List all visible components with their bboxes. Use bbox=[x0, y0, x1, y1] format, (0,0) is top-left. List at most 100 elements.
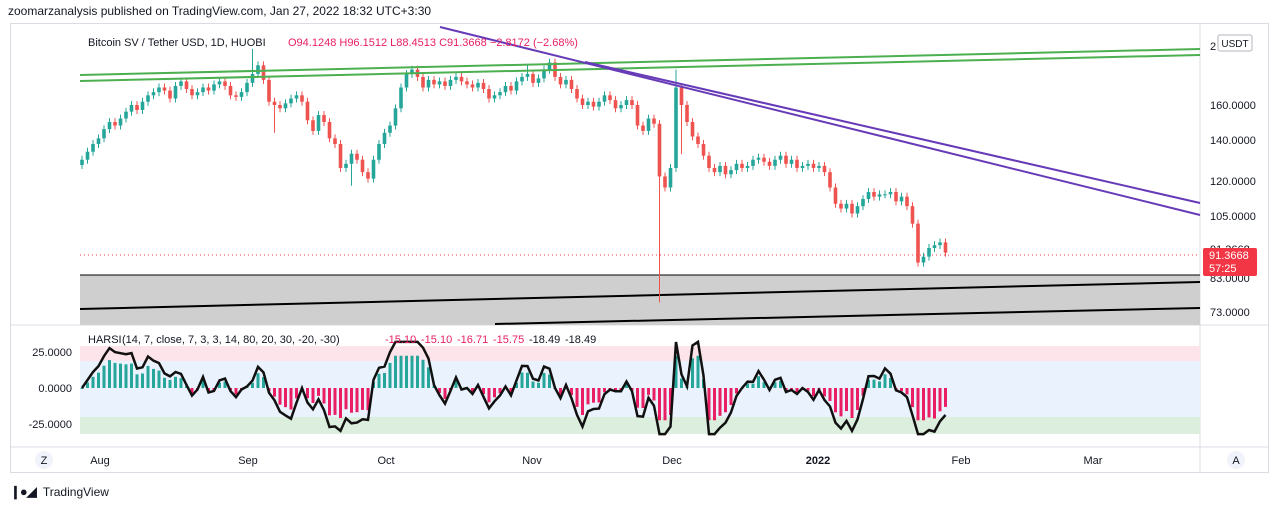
candle-body bbox=[437, 81, 442, 85]
harsi-bar bbox=[581, 388, 584, 416]
candle-body bbox=[327, 122, 332, 139]
candle-body bbox=[173, 85, 178, 99]
purple-trendline-lower bbox=[439, 26, 1201, 216]
harsi-bar bbox=[262, 377, 265, 388]
price-tick-label: 73.0000 bbox=[1210, 307, 1250, 319]
currency-badge[interactable] bbox=[1217, 34, 1253, 52]
candle-body bbox=[844, 203, 849, 209]
harsi-bar bbox=[625, 383, 628, 388]
harsi-neutral-band bbox=[80, 361, 1200, 417]
harsi-bar bbox=[922, 388, 925, 421]
harsi-bar bbox=[597, 388, 601, 403]
purple-trendline-upper bbox=[584, 61, 1201, 204]
publish-header: zoomarzanalysis published on TradingView… bbox=[8, 4, 432, 18]
candle-body bbox=[927, 247, 931, 257]
candle-body bbox=[443, 81, 447, 86]
harsi-bar bbox=[724, 388, 727, 413]
candle-body bbox=[740, 163, 744, 168]
candle-body bbox=[564, 79, 568, 85]
harsi-bar bbox=[526, 372, 529, 388]
candle-body bbox=[140, 101, 145, 110]
harsi-bar bbox=[383, 372, 386, 388]
harsi-bar bbox=[927, 388, 931, 418]
harsi-bar bbox=[548, 374, 551, 388]
candle-body bbox=[861, 198, 865, 207]
auto-scale-a-button[interactable] bbox=[1227, 451, 1245, 469]
time-axis-label: 2022 bbox=[806, 455, 830, 467]
support-trendline bbox=[79, 281, 1201, 310]
harsi-bar bbox=[163, 377, 166, 388]
harsi-bar bbox=[427, 367, 430, 388]
harsi-bar bbox=[135, 374, 139, 388]
candle-body bbox=[245, 82, 249, 93]
time-axis-label: Aug bbox=[90, 455, 110, 467]
candle-body bbox=[591, 101, 596, 107]
harsi-bar bbox=[542, 372, 546, 388]
time-axis-label: Oct bbox=[377, 455, 394, 467]
candle-body bbox=[921, 256, 926, 263]
harsi-values: -15.10 -15.10 -16.71 -15.75 -18.49 -18.49 bbox=[385, 334, 596, 346]
harsi-bar bbox=[174, 376, 177, 388]
price-axis: 160.0000140.0000120.0000105.000083.00007… bbox=[1210, 100, 1256, 319]
harsi-bar bbox=[97, 372, 100, 388]
candle-body bbox=[905, 196, 909, 207]
chart-frame bbox=[10, 23, 1269, 473]
harsi-value: -15.10 bbox=[385, 334, 416, 346]
candle-body bbox=[663, 176, 667, 188]
harsi-bar bbox=[823, 388, 826, 397]
harsi-bar bbox=[256, 373, 260, 388]
harsi-bar bbox=[889, 378, 892, 388]
candle-body bbox=[635, 105, 640, 126]
candle-body bbox=[751, 159, 755, 166]
harsi-bar bbox=[410, 355, 414, 388]
tradingview-logo[interactable]: ❙●◢ TradingView bbox=[10, 484, 109, 500]
candle-body bbox=[267, 79, 271, 102]
candle-body bbox=[102, 129, 106, 139]
harsi-value: -18.49 bbox=[529, 334, 560, 346]
candle-body bbox=[338, 143, 343, 168]
time-axis: Aug Sep Oct Nov Dec 2022 Feb Mar bbox=[90, 455, 1103, 467]
candle-body bbox=[756, 157, 761, 160]
candle-body bbox=[448, 79, 453, 86]
candle-body bbox=[371, 159, 376, 179]
candle-body bbox=[333, 138, 337, 144]
candle-body bbox=[910, 206, 915, 224]
candle-body bbox=[789, 159, 794, 164]
candle-body bbox=[624, 100, 629, 105]
auto-scale-z-button[interactable] bbox=[35, 451, 53, 469]
harsi-value: -15.75 bbox=[493, 334, 524, 346]
harsi-bar bbox=[641, 388, 645, 409]
harsi-bar bbox=[86, 382, 89, 388]
candle-body bbox=[558, 76, 563, 85]
candle-body bbox=[613, 100, 618, 109]
candle-body bbox=[630, 100, 634, 105]
price-tick-label: 140.0000 bbox=[1210, 135, 1256, 147]
candle-body bbox=[118, 118, 123, 126]
candle-body bbox=[388, 125, 392, 133]
harsi-bar bbox=[355, 388, 359, 413]
harsi-bar bbox=[179, 378, 183, 388]
harsi-bar bbox=[113, 362, 117, 388]
harsi-bar bbox=[278, 388, 282, 405]
candle-body bbox=[426, 79, 431, 88]
harsi-bar bbox=[834, 388, 837, 413]
candle-body bbox=[294, 95, 299, 99]
harsi-bar bbox=[119, 363, 122, 388]
candle-body bbox=[597, 101, 601, 107]
candle-body bbox=[459, 76, 464, 82]
candle-body bbox=[476, 82, 480, 88]
symbol-legend: Bitcoin SV / Tether USD, 1D, HUOBI bbox=[88, 37, 266, 49]
harsi-bar bbox=[867, 379, 870, 388]
harsi-bar bbox=[944, 388, 947, 407]
candle-body bbox=[91, 143, 95, 152]
candle-body bbox=[311, 120, 315, 131]
harsi-bar bbox=[520, 372, 524, 388]
harsi-bar bbox=[108, 360, 111, 388]
harsi-bar bbox=[366, 388, 370, 411]
candle-body bbox=[668, 167, 673, 188]
harsi-bar bbox=[839, 388, 843, 417]
ohlc-legend: O94.1248 H96.1512 L88.4513 C91.3668 −2.8… bbox=[288, 37, 578, 49]
candle-body bbox=[866, 192, 871, 199]
candle-body bbox=[899, 196, 904, 202]
candle-body bbox=[806, 163, 810, 166]
